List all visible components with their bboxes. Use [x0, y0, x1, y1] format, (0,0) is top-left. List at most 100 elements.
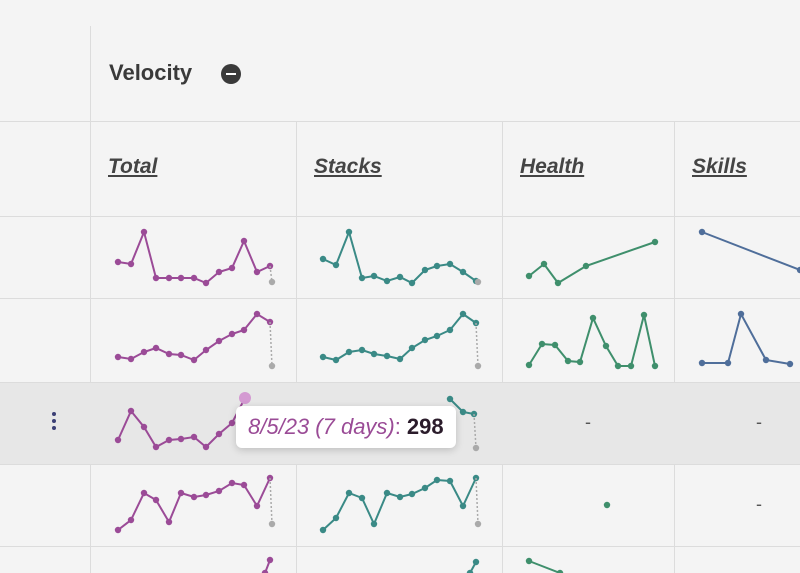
stacks-row1-point [459, 268, 467, 276]
health-row2-point [576, 358, 584, 366]
stacks-row4-projected-point [474, 520, 482, 528]
stacks-row2-point [319, 353, 327, 361]
total-row3-point [215, 430, 223, 438]
total-row2-line [117, 312, 271, 362]
stacks-row3-point [446, 395, 454, 403]
stacks-row4-point [319, 526, 327, 534]
total-row4-point [202, 491, 210, 499]
total-row3-point [114, 436, 122, 444]
total-row3-point [177, 435, 185, 443]
total-row4-point [127, 516, 135, 524]
minus-circle-icon[interactable] [221, 64, 241, 84]
total-row1-point [165, 274, 173, 282]
stacks-row4-point [421, 484, 429, 492]
total-row4-point [140, 489, 148, 497]
total-row1-point [140, 228, 148, 236]
stacks-row2-line [322, 312, 477, 362]
total-row3-point [202, 443, 210, 451]
skills-row2-point [737, 310, 745, 318]
health-row5-point [556, 569, 564, 573]
stacks-row2-point [383, 352, 391, 360]
total-row2-projection [269, 321, 273, 367]
skills-row1-point [698, 228, 706, 236]
total-row3-point [127, 407, 135, 415]
total-row2-point [140, 348, 148, 356]
total-row2-point [253, 310, 261, 318]
health-row1-point [554, 279, 562, 287]
skills-row1-line [701, 231, 800, 271]
stacks-row1-projected-point [474, 278, 482, 286]
total-row4-point [165, 518, 173, 526]
total-row4-point [228, 479, 236, 487]
column-header-health[interactable]: Health [520, 155, 585, 178]
health-row2-point [602, 342, 610, 350]
health-row2-point [651, 362, 659, 370]
stacks-row1-point [421, 266, 429, 274]
stacks-row2-point [421, 336, 429, 344]
stacks-row2-point [446, 326, 454, 334]
column-header-stacks[interactable]: Stacks [314, 155, 382, 178]
total-row1-projected-point [268, 278, 276, 286]
stacks-row5-point [466, 569, 474, 573]
stacks-row1-point [370, 272, 378, 280]
stacks-row4-point [370, 520, 378, 528]
total-row3-hover-point [239, 392, 251, 404]
stacks-row2-point [370, 350, 378, 358]
stacks-row2-point [459, 310, 467, 318]
total-row2-point [202, 346, 210, 354]
total-row5-point [266, 556, 274, 564]
stacks-row2-point [332, 356, 340, 364]
stacks-row1-point [383, 277, 391, 285]
column-header-skills[interactable]: Skills [692, 155, 747, 178]
stacks-row1-point [358, 274, 366, 282]
total-row1-point [152, 274, 160, 282]
health-row1-point [525, 272, 533, 280]
total-row3-point [140, 423, 148, 431]
column-group-header: Velocity [91, 26, 800, 121]
total-row4-point [190, 493, 198, 501]
total-row1-point [240, 237, 248, 245]
stacks-row1-point [332, 261, 340, 269]
stacks-row4-projection [475, 477, 479, 525]
health-row2-point [614, 362, 622, 370]
total-row2-point [127, 355, 135, 363]
stacks-row1-point [396, 273, 404, 281]
health-row2-point [525, 361, 533, 369]
stacks-row2-point [345, 348, 353, 356]
total-row4-point [152, 496, 160, 504]
skills-row2-point [724, 359, 732, 367]
column-header-total[interactable]: Total [108, 155, 158, 178]
stacks-row5-point [472, 558, 480, 566]
stacks-row4-point [383, 489, 391, 497]
kebab-menu-icon[interactable] [50, 412, 58, 434]
total-row1-point [177, 274, 185, 282]
total-row1-point [190, 274, 198, 282]
total-row2-projected-point [268, 362, 276, 370]
health-row2-point [551, 341, 559, 349]
health-row1-line [528, 241, 656, 285]
stacks-row3-projected-point [472, 444, 480, 452]
total-row4-line [117, 477, 271, 531]
stacks-row4-point [446, 477, 454, 485]
total-row3-point [228, 419, 236, 427]
total-row4-point [114, 526, 122, 534]
stacks-row2-point [408, 344, 416, 352]
skills-row2-point [762, 356, 770, 364]
total-row4-point [240, 481, 248, 489]
skills-row2-point [786, 360, 794, 368]
stacks-row4-point [408, 490, 416, 498]
stacks-row2-projected-point [474, 362, 482, 370]
total-row4-projected-point [268, 520, 276, 528]
health-row2-point [627, 362, 635, 370]
health-row2-point [589, 314, 597, 322]
health-row1-point [651, 238, 659, 246]
empty-cell-health: - [585, 412, 591, 432]
total-row1-point [253, 268, 261, 276]
stacks-row1-point [446, 260, 454, 268]
total-row2-point [177, 351, 185, 359]
total-row2-point [152, 344, 160, 352]
tooltip-label: 8/5/23 (7 days) [248, 414, 395, 439]
tooltip-value: 298 [406, 414, 444, 439]
sparkline-tooltip: 8/5/23 (7 days):298 [236, 406, 456, 448]
health-row4-point [603, 501, 611, 509]
